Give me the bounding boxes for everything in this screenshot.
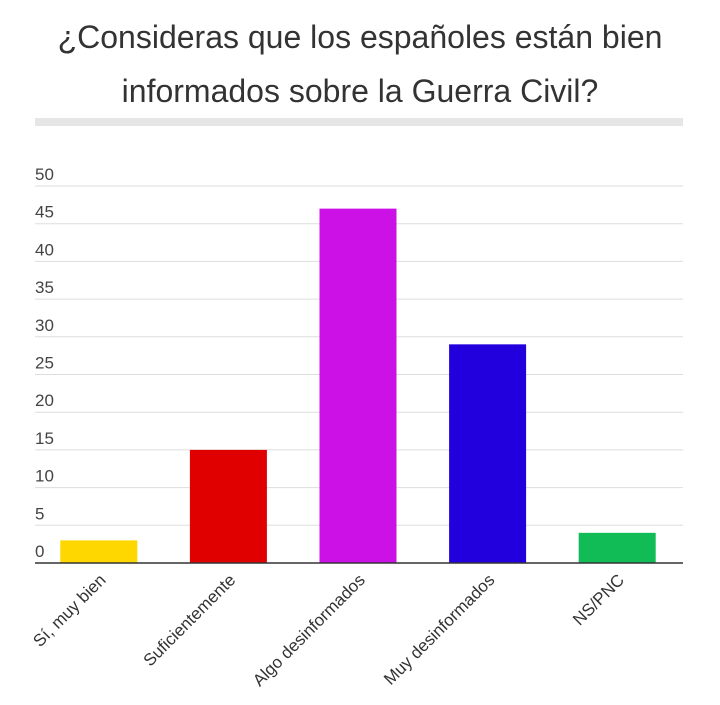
chart-title: ¿Consideras que los españoles están bien… xyxy=(0,10,720,118)
bar-muy-desinformados xyxy=(449,344,527,563)
bar-s-muy-bien xyxy=(60,540,138,563)
y-tick-label: 20 xyxy=(35,391,54,410)
y-tick-label: 50 xyxy=(35,165,54,184)
y-tick-label: 40 xyxy=(35,240,54,259)
y-tick-label: 5 xyxy=(35,504,44,523)
title-divider xyxy=(35,118,683,126)
y-tick-label: 15 xyxy=(35,429,54,448)
chart-title-line-1: ¿Consideras que los españoles están bien xyxy=(57,19,663,55)
bar-ns-pnc xyxy=(578,532,656,563)
y-tick-label: 0 xyxy=(35,542,44,561)
x-tick-label: Algo desinformados xyxy=(249,570,369,690)
x-tick-label: NS/PNC xyxy=(569,570,628,629)
x-tick-label: Suficientemente xyxy=(140,570,240,670)
x-tick-label: Sí, muy bien xyxy=(29,570,109,650)
chart-title-line-2: informados sobre la Guerra Civil? xyxy=(121,73,599,109)
bar-algo-desinformados xyxy=(319,208,397,563)
y-tick-label: 45 xyxy=(35,203,54,222)
y-tick-label: 35 xyxy=(35,278,54,297)
bar-suficientemente xyxy=(189,449,267,563)
y-tick-label: 25 xyxy=(35,354,54,373)
bars xyxy=(60,208,656,563)
x-tick-label: Muy desinformados xyxy=(380,570,498,688)
y-axis-ticks: 0 5 10 15 20 25 30 35 40 45 50 xyxy=(35,165,54,561)
y-tick-label: 30 xyxy=(35,316,54,335)
y-tick-label: 10 xyxy=(35,467,54,486)
x-axis-ticks: Sí, muy bien Suficientemente Algo desinfor… xyxy=(29,570,628,690)
